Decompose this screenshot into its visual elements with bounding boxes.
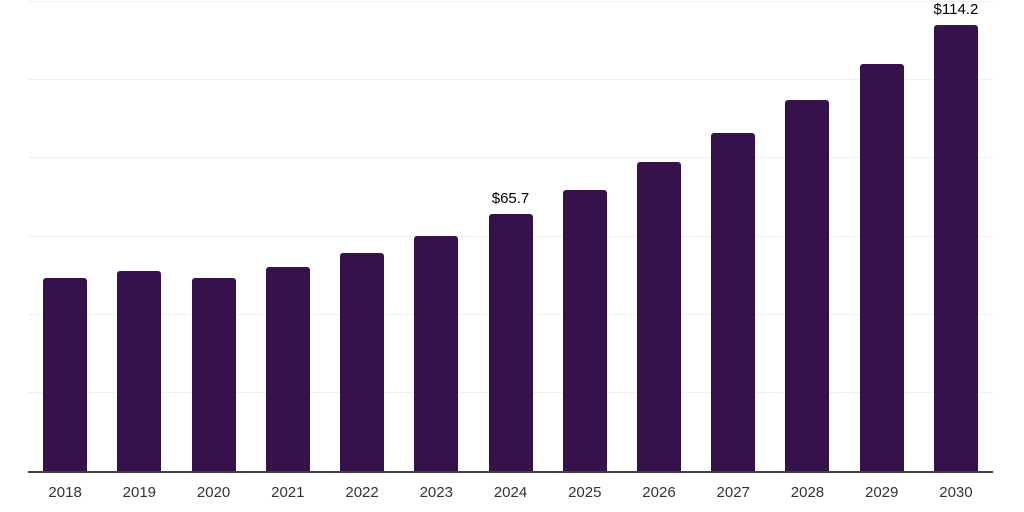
bar-2027: [711, 132, 756, 471]
x-tick-label-2020: 2020: [196, 484, 231, 501]
bar-column-2026: [622, 0, 696, 473]
plot-area: $65.7 $114.2: [28, 0, 993, 473]
x-tick-label-2019: 2019: [122, 484, 157, 501]
bar-column-2024: $65.7: [473, 0, 547, 473]
bar-2024: [488, 214, 533, 471]
bar-2020: [191, 277, 236, 471]
bar-value-label-2030: $114.2: [933, 0, 979, 18]
x-tick-label-2029: 2029: [865, 484, 899, 501]
bar-2021: [265, 267, 310, 471]
bar-2030: [933, 24, 978, 471]
bar-column-2030: $114.2: [919, 0, 993, 473]
x-tick-label-2027: 2027: [716, 484, 750, 501]
x-tick-label-2030: 2030: [939, 484, 973, 501]
bar-2022: [340, 253, 385, 471]
x-tick-label-2018: 2018: [48, 484, 82, 501]
bar-value-label-2024: $65.7: [491, 190, 530, 208]
bar-2018: [43, 278, 88, 471]
bar-column-2019: [102, 0, 176, 473]
x-tick-label-2021: 2021: [271, 484, 305, 501]
gridline: [28, 1, 993, 2]
x-tick-label-2028: 2028: [790, 484, 825, 501]
bar-2028: [785, 99, 830, 471]
bar-column-2022: [325, 0, 399, 473]
x-tick-label-2025: 2025: [568, 484, 602, 501]
bar-2029: [859, 64, 904, 471]
x-tick-label-2023: 2023: [419, 484, 453, 501]
bar-2023: [414, 235, 459, 471]
bar-2025: [562, 189, 607, 471]
bar-column-2018: [28, 0, 102, 473]
bar-column-2029: [845, 0, 919, 473]
x-tick-label-2024: 2024: [493, 484, 528, 501]
x-axis-line: [28, 471, 993, 473]
gridline: [28, 157, 993, 159]
bar-column-2020: [176, 0, 250, 473]
bars-layer: $65.7 $114.2: [28, 0, 993, 473]
gridline: [28, 79, 993, 81]
bar-column-2023: [399, 0, 473, 473]
bar-column-2025: [548, 0, 622, 473]
x-tick-label-2022: 2022: [345, 484, 379, 501]
x-axis-labels: 2018 2019 2020 2021 2022 2023 2024 2025 2026 2027…: [28, 484, 993, 501]
bar-2019: [117, 271, 162, 471]
x-tick-label-2026: 2026: [642, 484, 676, 501]
bar-column-2021: [251, 0, 325, 473]
bar-2026: [636, 162, 681, 471]
bar-column-2028: [770, 0, 844, 473]
bar-column-2027: [696, 0, 770, 473]
